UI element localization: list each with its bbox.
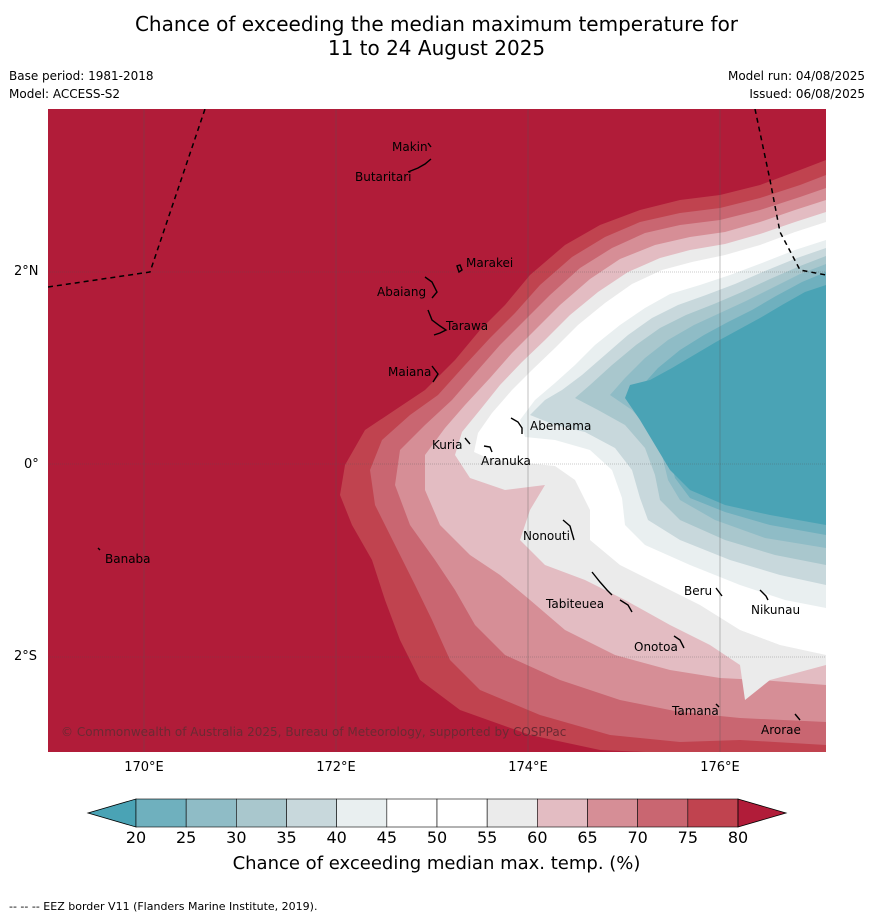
- label-nonouti: Nonouti: [523, 529, 570, 543]
- colorbar-tick-label: 50: [426, 828, 448, 847]
- graticule: [48, 109, 826, 752]
- colorbar-box: [185, 798, 237, 828]
- colorbar-box: [436, 798, 488, 828]
- colorbar-box: [486, 798, 538, 828]
- lat-label-0: 0°: [24, 457, 39, 472]
- colorbar-boxes: [135, 798, 739, 828]
- colorbar-tick-label: 30: [226, 828, 247, 847]
- island-abaiang: [424, 276, 438, 299]
- title-line-2: 11 to 24 August 2025: [327, 36, 546, 60]
- colorbar-tick-label: 20: [125, 828, 147, 847]
- colorbar-tick-label: 55: [476, 828, 498, 847]
- colorbar-tick-label: 45: [376, 828, 397, 847]
- label-aranuka: Aranuka: [481, 454, 531, 468]
- island-arorae: [794, 713, 801, 721]
- islands: [97, 142, 801, 721]
- place-labels: Makin Butaritari Marakei Abaiang Tarawa …: [61, 140, 801, 739]
- colorbar-tick-label: 60: [527, 828, 548, 847]
- island-nikunau: [759, 589, 769, 601]
- chart-title: Chance of exceeding the median maximum t…: [0, 12, 873, 60]
- colorbar-tick-label: 35: [276, 828, 297, 847]
- label-nikunau: Nikunau: [751, 603, 800, 617]
- eez-borders: [48, 109, 826, 288]
- colorbar-label: Chance of exceeding median max. temp. (%…: [232, 853, 641, 874]
- island-maiana: [431, 365, 439, 383]
- colorbar-low-arrow: [86, 798, 137, 828]
- colorbar-tick-label: 40: [326, 828, 347, 847]
- meta-left: Base period: 1981-2018 Model: ACCESS-S2: [9, 67, 154, 103]
- lon-label-176e: 176°E: [700, 760, 740, 775]
- colorbar-box: [687, 798, 739, 828]
- label-marakei: Marakei: [466, 256, 513, 270]
- model-run: Model run: 04/08/2025: [727, 69, 865, 83]
- colorbar-tick-label: 65: [577, 828, 598, 847]
- lon-label-172e: 172°E: [316, 760, 356, 775]
- label-butaritari: Butaritari: [355, 170, 412, 184]
- base-period: Base period: 1981-2018: [9, 69, 154, 83]
- island-onotoa: [673, 635, 685, 649]
- label-tamana: Tamana: [671, 704, 719, 718]
- label-maiana: Maiana: [388, 365, 431, 379]
- model-name: Model: ACCESS-S2: [9, 87, 121, 101]
- label-arorae: Arorae: [761, 723, 801, 737]
- colorbar-high-arrow: [737, 798, 788, 828]
- label-beru: Beru: [684, 584, 712, 598]
- island-kuria: [464, 437, 471, 445]
- island-aranuka: [483, 445, 493, 453]
- meta-right: Model run: 04/08/2025 Issued: 06/08/2025: [728, 67, 865, 103]
- island-tarawa: [427, 309, 448, 336]
- island-marakei: [456, 264, 463, 274]
- colorbar-tick-label: 75: [677, 828, 698, 847]
- colorbar-box: [336, 798, 388, 828]
- island-nonouti: [562, 519, 575, 541]
- label-kuria: Kuria: [432, 438, 463, 452]
- label-tarawa: Tarawa: [445, 319, 488, 333]
- label-onotoa: Onotoa: [634, 640, 678, 654]
- colorbar-box: [637, 798, 689, 828]
- island-banaba: [97, 547, 101, 551]
- issued-date: Issued: 06/08/2025: [749, 87, 865, 101]
- colorbar-tick-label: 25: [175, 828, 197, 847]
- footnote-eez: -- -- -- EEZ border V11 (Flanders Marine…: [9, 900, 318, 913]
- copyright-notice: © Commonwealth of Australia 2025, Bureau…: [61, 725, 566, 739]
- label-banaba: Banaba: [105, 552, 151, 566]
- colorbar-box: [537, 798, 588, 828]
- lon-label-174e: 174°E: [508, 760, 548, 775]
- island-makin: [427, 142, 432, 148]
- band-below-20: [625, 285, 826, 525]
- colorbar-box: [236, 798, 287, 828]
- island-beru: [715, 587, 723, 597]
- lat-label-2n: 2°N: [14, 264, 39, 279]
- label-tabiteuea: Tabiteuea: [545, 597, 604, 611]
- island-tabiteuea: [591, 571, 613, 596]
- island-tamana: [715, 703, 720, 708]
- probability-field: Makin Butaritari Marakei Abaiang Tarawa …: [48, 109, 826, 752]
- colorbar: [86, 798, 788, 828]
- island-butaritari: [407, 158, 432, 173]
- island-tabiteuea-south: [619, 599, 633, 613]
- label-abemama: Abemama: [530, 419, 591, 433]
- island-abemama: [510, 417, 523, 434]
- colorbar-box: [286, 798, 337, 828]
- lon-label-170e: 170°E: [124, 760, 164, 775]
- lat-label-2s: 2°S: [14, 649, 38, 664]
- colorbar-tick-label: 80: [727, 828, 749, 847]
- label-abaiang: Abaiang: [377, 285, 426, 299]
- colorbar-box: [386, 798, 438, 828]
- label-makin: Makin: [392, 140, 428, 154]
- colorbar-box: [587, 798, 638, 828]
- title-line-1: Chance of exceeding the median maximum t…: [134, 12, 739, 36]
- colorbar-box: [135, 798, 187, 828]
- colorbar-tick-label: 70: [627, 828, 648, 847]
